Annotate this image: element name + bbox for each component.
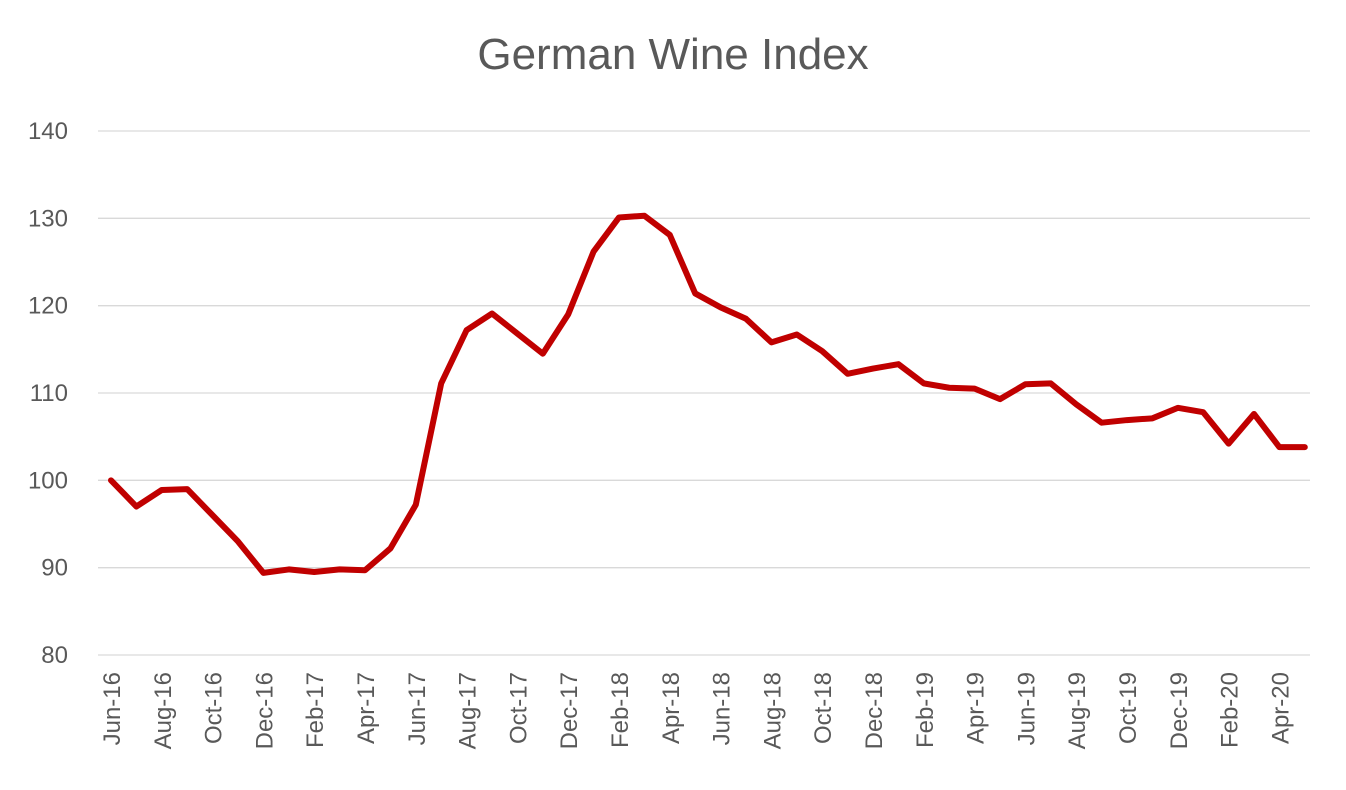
y-tick-label: 140 <box>28 118 68 145</box>
x-tick-label: Dec-16 <box>251 672 278 749</box>
y-tick-label: 90 <box>41 555 68 582</box>
y-tick-label: 120 <box>28 293 68 320</box>
series-layer <box>108 212 1308 576</box>
x-tick-label: Apr-17 <box>353 672 380 744</box>
x-tick-label: Aug-17 <box>455 672 482 749</box>
y-tick-label: 80 <box>41 642 68 669</box>
x-tick-label: Apr-19 <box>963 672 990 744</box>
x-tick-label: Jun-16 <box>99 672 126 745</box>
x-tick-label: Jun-18 <box>709 672 736 745</box>
y-axis-ticks: 80 90 100 110 120 130 140 <box>28 118 68 669</box>
x-tick-label: Apr-18 <box>658 672 685 744</box>
x-tick-label: Feb-19 <box>912 672 939 748</box>
x-tick-label: Feb-18 <box>607 672 634 748</box>
x-tick-label: Aug-16 <box>150 672 177 749</box>
x-tick-label: Jun-19 <box>1013 672 1040 745</box>
x-tick-label: Jun-17 <box>404 672 431 745</box>
x-tick-label: Apr-20 <box>1267 672 1294 744</box>
x-axis-ticks: Jun-16 Aug-16 Oct-16 Dec-16 Feb-17 Apr-17 Jun-… <box>99 672 1294 749</box>
series-line-0 <box>108 212 1308 576</box>
y-tick-label: 130 <box>28 205 68 232</box>
x-tick-label: Aug-18 <box>759 672 786 749</box>
chart-title: German Wine Index <box>477 30 869 79</box>
y-tick-label: 100 <box>28 467 68 494</box>
x-tick-label: Dec-18 <box>861 672 888 749</box>
x-tick-label: Oct-16 <box>201 672 228 744</box>
x-tick-label: Feb-20 <box>1217 672 1244 748</box>
y-tick-label: 110 <box>30 380 68 407</box>
x-tick-label: Dec-19 <box>1166 672 1193 749</box>
x-tick-label: Oct-19 <box>1115 672 1142 744</box>
x-tick-label: Aug-19 <box>1064 672 1091 749</box>
x-tick-label: Dec-17 <box>556 672 583 749</box>
gridlines <box>98 130 1310 656</box>
x-tick-label: Oct-18 <box>810 672 837 744</box>
x-tick-label: Feb-17 <box>302 672 329 748</box>
x-tick-label: Oct-17 <box>505 672 532 744</box>
